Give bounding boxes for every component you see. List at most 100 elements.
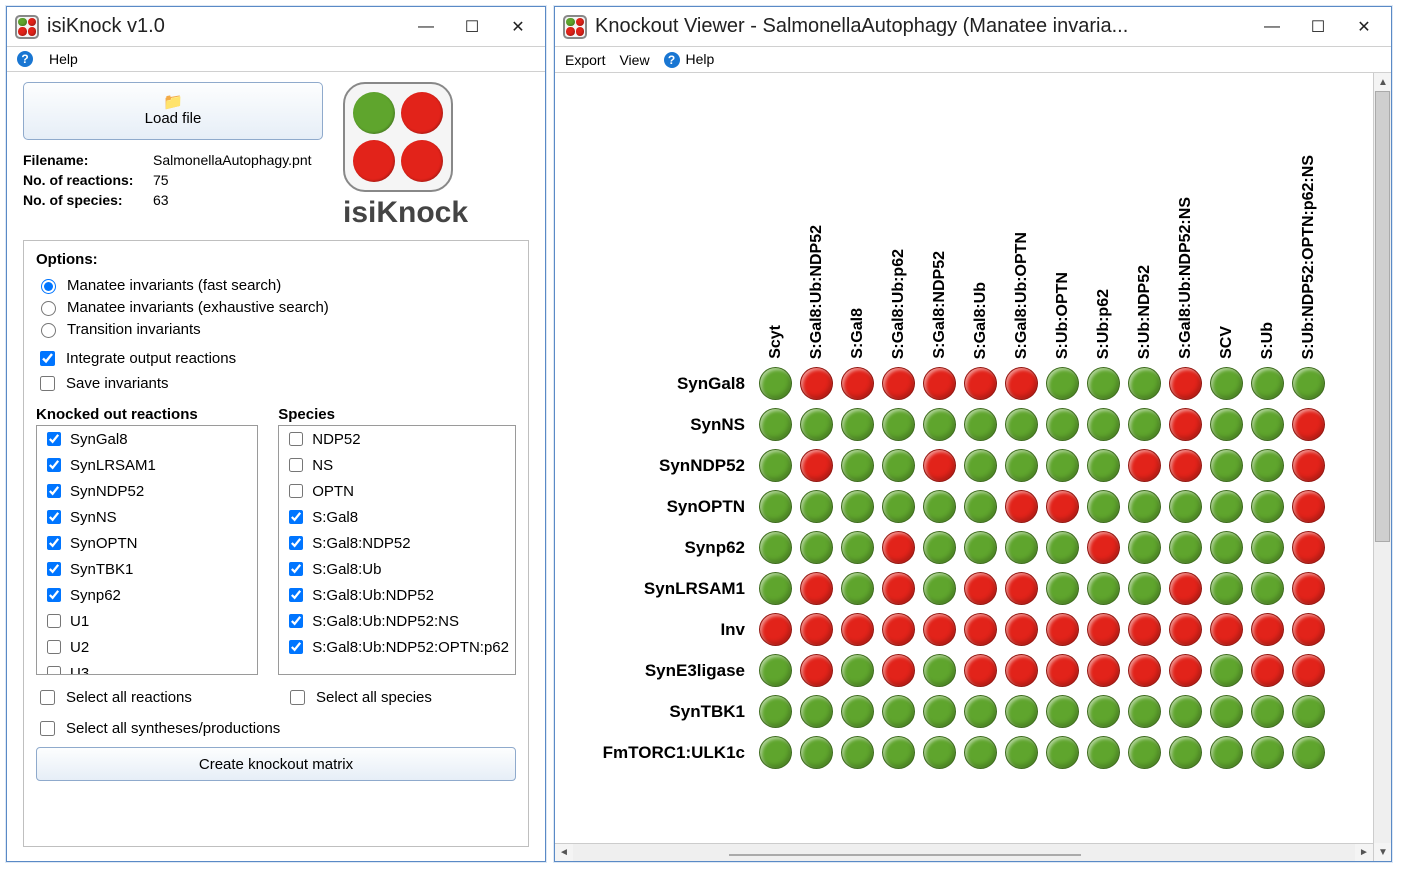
list-item[interactable]: SynNDP52 — [37, 478, 257, 504]
matrix-col-header: S:Gal8:Ub — [972, 278, 990, 363]
matrix-cell — [837, 445, 878, 486]
matrix-cell — [796, 568, 837, 609]
list-item[interactable]: Synp62 — [37, 582, 257, 608]
matrix-col-header: S:Gal8:Ub:OPTN — [1013, 228, 1031, 363]
select-all-reactions[interactable]: Select all reactions — [36, 685, 266, 710]
matrix-cell — [1001, 732, 1042, 773]
matrix-cell — [878, 568, 919, 609]
vertical-scrollbar[interactable]: ▲▼ — [1373, 73, 1391, 861]
matrix-col-header: SCV — [1218, 322, 1236, 363]
menu-help[interactable]: Help — [685, 51, 714, 67]
option-radio-0[interactable]: Manatee invariants (fast search) — [36, 274, 516, 296]
matrix-cell — [1042, 568, 1083, 609]
matrix-cell — [1042, 527, 1083, 568]
matrix-col-header: S:Ub:NDP52:OPTN:p62:NS — [1300, 151, 1318, 363]
matrix-cell — [1165, 486, 1206, 527]
matrix-cell — [1206, 609, 1247, 650]
matrix-row-header: SynOPTN — [565, 497, 755, 517]
load-file-button[interactable]: 📁 Load file — [23, 82, 323, 140]
reactions-listbox[interactable]: SynGal8SynLRSAM1SynNDP52SynNSSynOPTNSynT… — [36, 425, 258, 675]
list-item[interactable]: S:Gal8:NDP52 — [279, 530, 515, 556]
matrix-col-header: S:Ub — [1259, 318, 1277, 363]
matrix-cell — [878, 527, 919, 568]
list-item[interactable]: NDP52 — [279, 426, 515, 452]
close-button[interactable]: ✕ — [1341, 11, 1387, 43]
matrix-col-header: S:Ub:OPTN — [1054, 268, 1072, 363]
matrix-cell — [878, 363, 919, 404]
matrix-cell — [1288, 445, 1329, 486]
app-icon — [15, 15, 39, 39]
matrix-cell — [1247, 404, 1288, 445]
help-icon: ? — [664, 52, 680, 68]
matrix-cell — [837, 404, 878, 445]
list-item[interactable]: SynLRSAM1 — [37, 452, 257, 478]
matrix-cell — [1001, 445, 1042, 486]
menu-help[interactable]: Help — [49, 51, 78, 67]
matrix-row-header: SynNS — [565, 415, 755, 435]
list-item[interactable]: SynGal8 — [37, 426, 257, 452]
matrix-cell — [1083, 609, 1124, 650]
list-item[interactable]: S:Gal8:Ub — [279, 556, 515, 582]
brand-name: isiKnock — [343, 196, 468, 230]
list-item[interactable]: NS — [279, 452, 515, 478]
matrix-cell — [755, 691, 796, 732]
species-listbox[interactable]: NDP52NSOPTNS:Gal8S:Gal8:NDP52S:Gal8:UbS:… — [278, 425, 516, 675]
create-matrix-button[interactable]: Create knockout matrix — [36, 747, 516, 781]
reactions-col-title: Knocked out reactions — [36, 406, 258, 423]
matrix-cell — [1165, 732, 1206, 773]
list-item[interactable]: U2 — [37, 634, 257, 660]
matrix-cell — [878, 650, 919, 691]
matrix-cell — [755, 527, 796, 568]
list-item[interactable]: SynOPTN — [37, 530, 257, 556]
matrix-cell — [796, 363, 837, 404]
logo-icon — [343, 82, 453, 192]
option-radio-2[interactable]: Transition invariants — [36, 318, 516, 340]
option-check-0[interactable]: Integrate output reactions — [36, 346, 516, 371]
matrix-cell — [1124, 650, 1165, 691]
matrix-cell — [1247, 363, 1288, 404]
list-item[interactable]: SynNS — [37, 504, 257, 530]
select-all-syntheses[interactable]: Select all syntheses/productions — [36, 716, 516, 741]
matrix-cell — [1288, 527, 1329, 568]
matrix-cell — [960, 609, 1001, 650]
matrix-cell — [1165, 568, 1206, 609]
brand-block: isiKnock — [343, 82, 468, 230]
horizontal-scrollbar[interactable]: ◄► — [555, 843, 1373, 861]
menu-view[interactable]: View — [619, 52, 649, 68]
knockout-viewer-window: Knockout Viewer - SalmonellaAutophagy (M… — [554, 6, 1392, 862]
close-button[interactable]: ✕ — [495, 11, 541, 43]
list-item[interactable]: S:Gal8:Ub:NDP52 — [279, 582, 515, 608]
matrix-cell — [1124, 486, 1165, 527]
matrix-cell — [1247, 486, 1288, 527]
matrix-cell — [1247, 568, 1288, 609]
list-item[interactable]: S:Gal8:Ub:NDP52:NS — [279, 608, 515, 634]
list-item[interactable]: S:Gal8 — [279, 504, 515, 530]
matrix-cell — [1124, 445, 1165, 486]
help-icon: ? — [17, 51, 33, 67]
matrix-cell — [878, 609, 919, 650]
option-check-1[interactable]: Save invariants — [36, 371, 516, 396]
list-item[interactable]: U3 — [37, 660, 257, 675]
select-all-species[interactable]: Select all species — [286, 685, 516, 710]
list-item[interactable]: S:Gal8:Ub:NDP52:OPTN:p62 — [279, 634, 515, 660]
matrix-col-header: Scyt — [767, 321, 785, 363]
matrix-cell — [1042, 691, 1083, 732]
window-title: isiKnock v1.0 — [47, 15, 403, 38]
matrix-cell — [1001, 568, 1042, 609]
matrix-cell — [796, 691, 837, 732]
matrix-row-header: SynTBK1 — [565, 702, 755, 722]
species-col-title: Species — [278, 406, 516, 423]
option-radio-1[interactable]: Manatee invariants (exhaustive search) — [36, 296, 516, 318]
matrix-cell — [1083, 691, 1124, 732]
menu-export[interactable]: Export — [565, 52, 605, 68]
list-item[interactable]: OPTN — [279, 478, 515, 504]
maximize-button[interactable]: ☐ — [449, 11, 495, 43]
list-item[interactable]: U1 — [37, 608, 257, 634]
matrix-cell — [755, 609, 796, 650]
minimize-button[interactable]: ― — [403, 11, 449, 43]
minimize-button[interactable]: ― — [1249, 11, 1295, 43]
maximize-button[interactable]: ☐ — [1295, 11, 1341, 43]
matrix-cell — [837, 691, 878, 732]
list-item[interactable]: SynTBK1 — [37, 556, 257, 582]
matrix-col-header: S:Gal8:Ub:NDP52:NS — [1177, 193, 1195, 363]
